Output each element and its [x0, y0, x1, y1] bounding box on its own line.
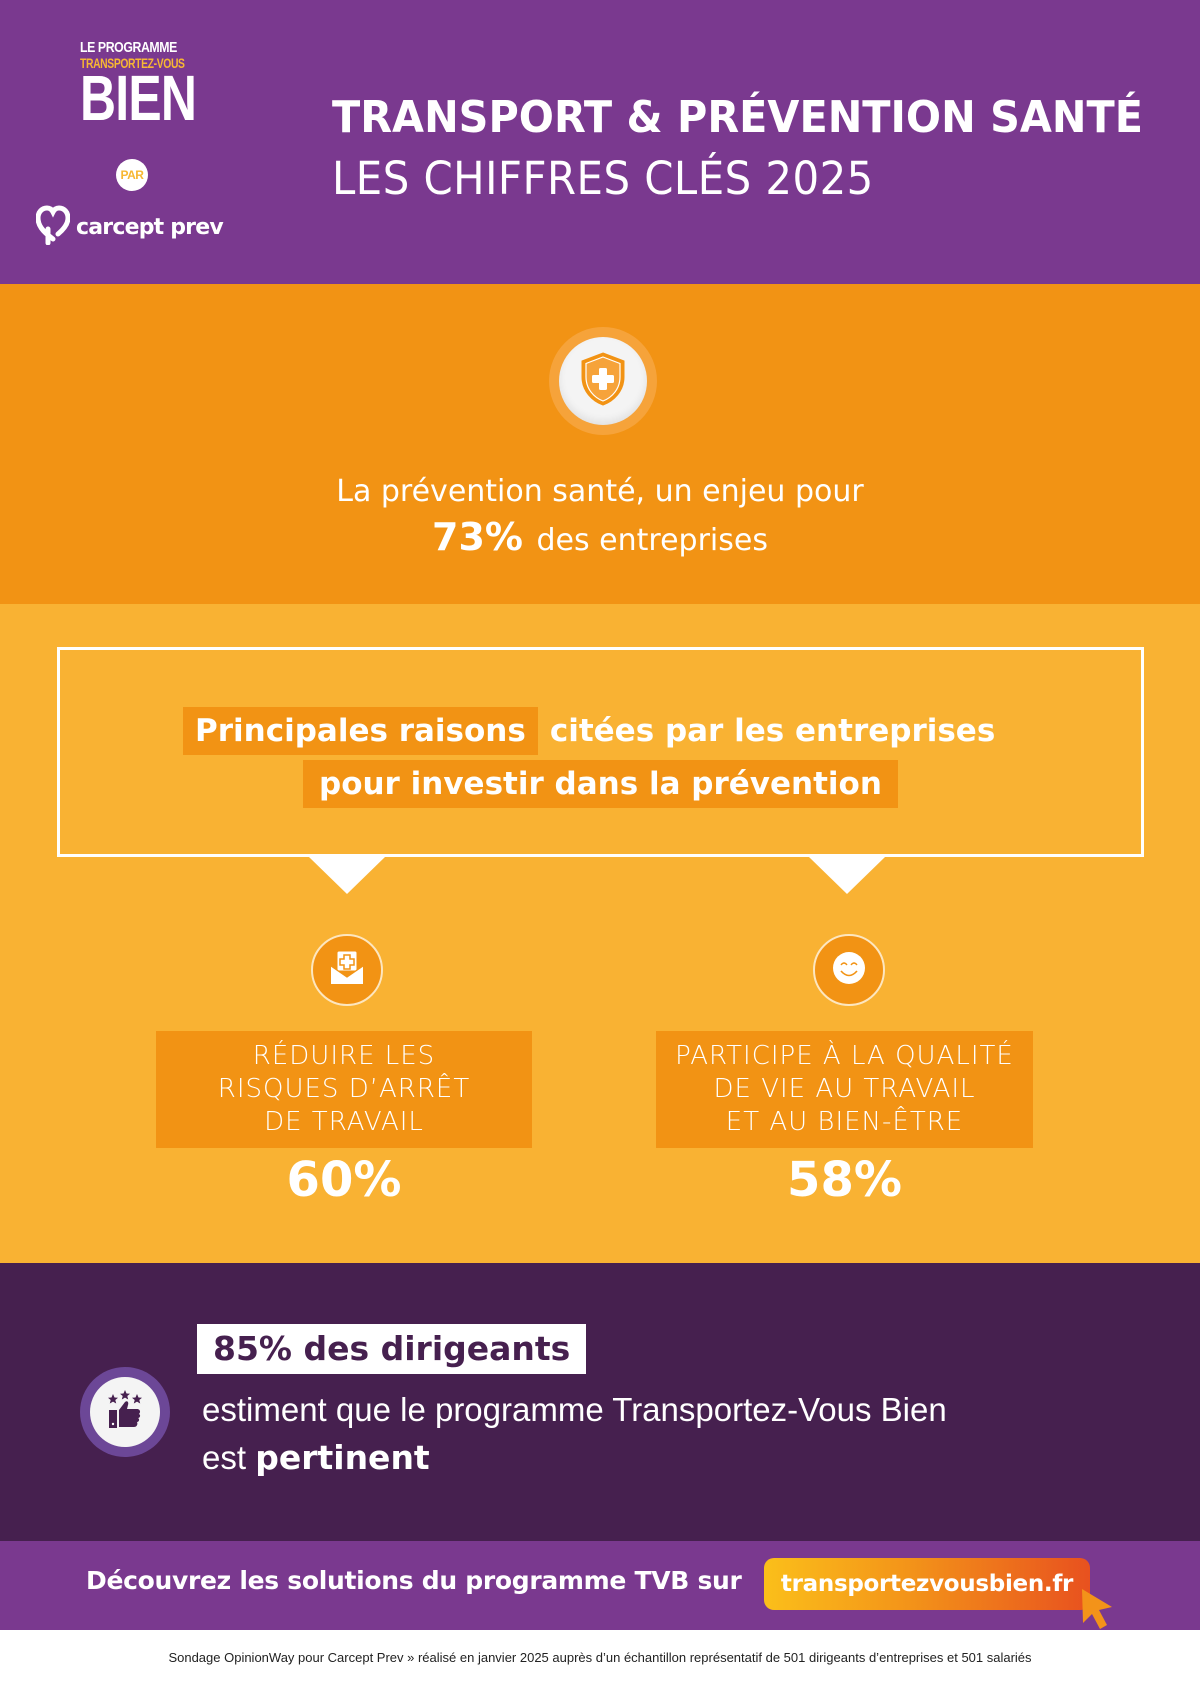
leaders-text: estiment que le programme Transportez-Vo… — [202, 1386, 947, 1482]
carcept-brand: carcept prev — [76, 214, 224, 240]
leaders-line2-bold: pertinent — [255, 1438, 430, 1477]
reason-1-line: RISQUES D’ARRÊT — [217, 1074, 471, 1104]
key-stat-suffix: des entreprises — [536, 523, 768, 558]
carcept-heart-icon — [35, 205, 71, 249]
shield-plus-icon — [578, 351, 628, 411]
reasons-heading-box: Principales raisons citées par les entre… — [57, 647, 1144, 857]
page-subtitle: LES CHIFFRES CLÉS 2025 — [332, 152, 874, 205]
reason-1-line: DE TRAVAIL — [264, 1107, 424, 1137]
par-badge: PAR — [116, 159, 148, 191]
pointer-left — [309, 857, 385, 894]
reason-1-card: RÉDUIRE LES RISQUES D’ARRÊT DE TRAVAIL — [156, 1031, 532, 1148]
heading-highlight-2: pour investir dans la prévention — [303, 760, 898, 808]
reason-1-percent: 60% — [286, 1152, 402, 1208]
cta-text: Découvrez les solutions du programme TVB… — [86, 1566, 742, 1595]
reason-2-line: ET AU BIEN-ÊTRE — [725, 1107, 964, 1137]
page-title: TRANSPORT & PRÉVENTION SANTÉ — [332, 92, 1143, 143]
logo-line3: BIEN — [80, 62, 197, 134]
key-stat-text: La prévention santé, un enjeu pour 73% d… — [0, 470, 1200, 564]
key-stat-section: La prévention santé, un enjeu pour 73% d… — [0, 284, 1200, 604]
smiley-icon — [827, 946, 871, 994]
program-logo: LE PROGRAMME TRANSPORTEZ-VOUS BIEN — [80, 39, 197, 134]
medical-envelope-icon — [327, 948, 367, 992]
leaders-line2-prefix: est — [202, 1439, 247, 1476]
reason-1-line: RÉDUIRE LES — [252, 1041, 436, 1071]
reason-1-icon-badge — [311, 934, 383, 1006]
heading-plain: citées par les entreprises — [549, 713, 996, 749]
header: LE PROGRAMME TRANSPORTEZ-VOUS BIEN PAR c… — [0, 0, 1200, 284]
website-link-button[interactable]: transportezvousbien.fr — [764, 1558, 1090, 1610]
reason-2-icon-badge — [813, 934, 885, 1006]
shield-badge — [549, 327, 657, 435]
heading-highlight-1: Principales raisons — [183, 707, 538, 755]
reason-2-line: PARTICIPE À LA QUALITÉ — [675, 1041, 1014, 1071]
leaders-section: 85% des dirigeants estiment que le progr… — [0, 1263, 1200, 1541]
leaders-percent-tag: 85% des dirigeants — [197, 1324, 587, 1374]
reason-2-percent: 58% — [787, 1152, 902, 1208]
cursor-pointer-icon — [1078, 1587, 1116, 1635]
thumbs-up-stars-icon — [103, 1388, 147, 1436]
reason-2-line: DE VIE AU TRAVAIL — [713, 1074, 976, 1104]
logo-line1: LE PROGRAMME — [80, 39, 177, 56]
cta-section: Découvrez les solutions du programme TVB… — [0, 1541, 1200, 1630]
pointer-right — [809, 857, 885, 894]
survey-footnote: Sondage OpinionWay pour Carcept Prev » r… — [168, 1650, 1032, 1665]
key-stat-line1: La prévention santé, un enjeu pour — [336, 474, 864, 509]
carcept-prev-logo: carcept prev — [35, 205, 224, 249]
leaders-line1: estiment que le programme Transportez-Vo… — [202, 1391, 947, 1428]
leaders-icon-badge — [80, 1367, 170, 1457]
reasons-section: Principales raisons citées par les entre… — [0, 604, 1200, 1263]
key-stat-percent: 73% — [432, 515, 523, 559]
reason-2-card: PARTICIPE À LA QUALITÉ DE VIE AU TRAVAIL… — [656, 1031, 1033, 1148]
